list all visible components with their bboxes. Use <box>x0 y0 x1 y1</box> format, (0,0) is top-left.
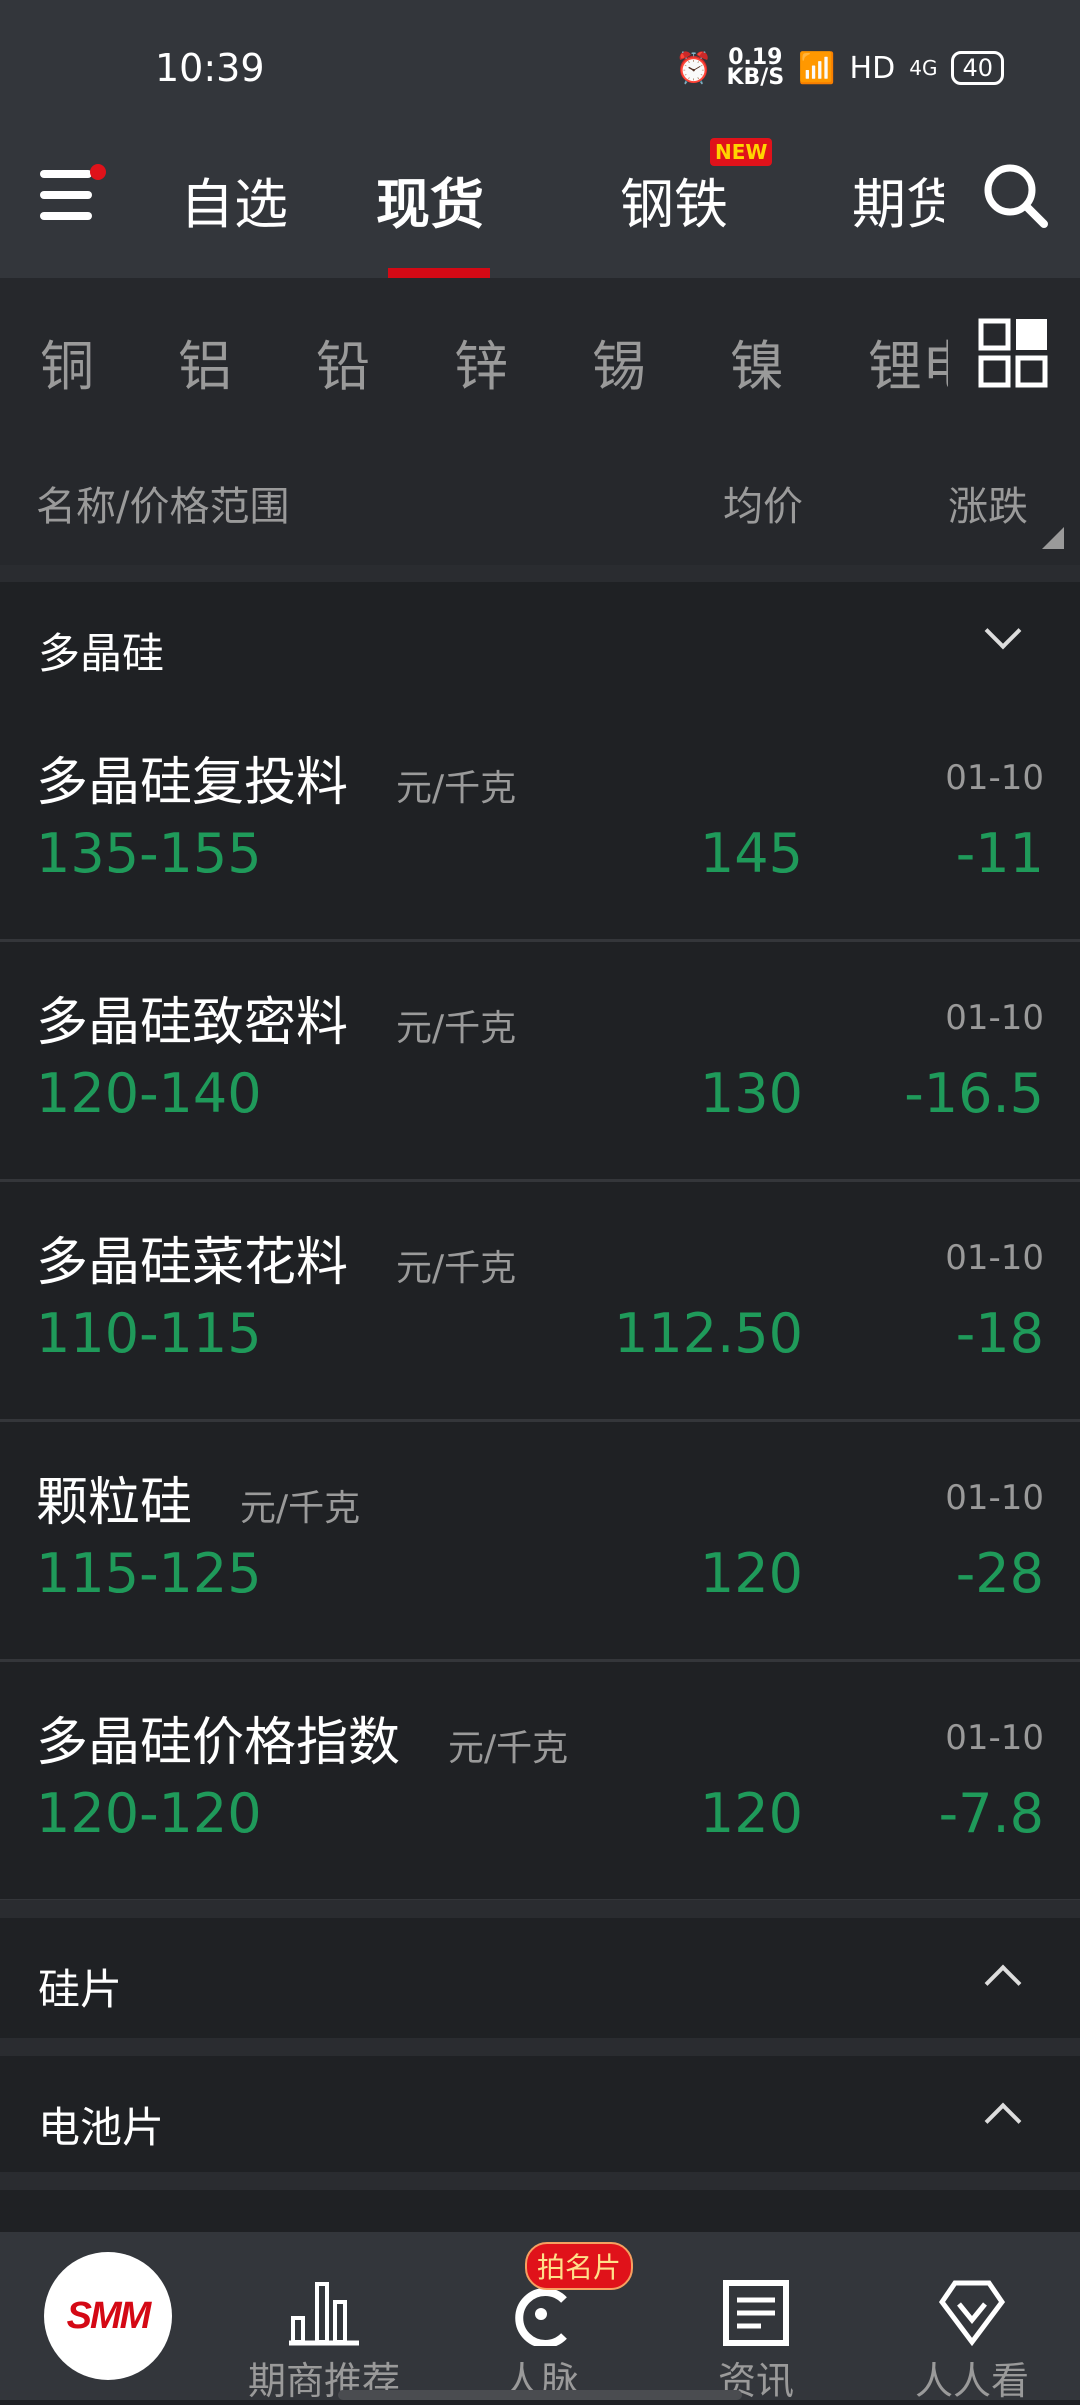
unit: 元/千克 <box>240 1488 361 1529</box>
product-name: 多晶硅复投料 <box>36 753 349 813</box>
net-speed-unit: KB/S <box>726 65 785 90</box>
avg-price: 145 <box>699 822 803 885</box>
product-name: 多晶硅菜花料 <box>36 1233 349 1293</box>
chevron-up-icon <box>984 1964 1022 2002</box>
subtab-lead[interactable]: 铅 <box>316 335 370 398</box>
price-row[interactable]: 多晶硅菜花料 元/千克 01-10 110-115 112.50 -18 <box>0 1182 1080 1422</box>
net-speed: 0.19 <box>728 45 783 70</box>
date: 01-10 <box>945 1718 1044 1758</box>
alarm-icon: ⏰ <box>675 50 713 86</box>
tab-steel[interactable]: 钢铁 <box>620 173 728 236</box>
smm-logo[interactable]: SMM <box>44 2252 172 2380</box>
subtab-copper[interactable]: 铜 <box>40 335 94 398</box>
subtab-nickel[interactable]: 镍 <box>730 335 784 398</box>
group-header-cell[interactable]: 电池片 <box>0 2056 1080 2172</box>
group-header-wafer[interactable]: 硅片 <box>0 1918 1080 2038</box>
tab-spot[interactable]: 现货 <box>376 173 484 236</box>
divider <box>0 1900 1080 1918</box>
clock: 10:39 <box>155 46 265 90</box>
sort-icon[interactable] <box>1042 527 1064 549</box>
tab-futures[interactable]: 期货 <box>852 173 944 236</box>
price-range: 115-125 <box>36 1542 262 1605</box>
avg-price: 112.50 <box>614 1302 803 1365</box>
diamond-icon <box>939 2280 1005 2346</box>
bar-chart-icon <box>289 2282 359 2346</box>
tab-watchlist[interactable]: 自选 <box>180 173 288 236</box>
date: 01-10 <box>945 1478 1044 1518</box>
product-name: 多晶硅价格指数 <box>36 1713 401 1773</box>
top-nav: 自选 现货 钢铁 NEW 期货 <box>0 120 1080 278</box>
group-title: 电池片 <box>38 2103 165 2152</box>
subtab-lithium[interactable]: 锂电 <box>868 335 948 398</box>
nav-everyone-watch[interactable]: 人人看 <box>872 2232 1072 2405</box>
price-row[interactable]: 颗粒硅 元/千克 01-10 115-125 120 -28 <box>0 1422 1080 1662</box>
subtab-zinc[interactable]: 锌 <box>454 335 508 398</box>
product-name: 颗粒硅 <box>36 1473 193 1533</box>
price-change: -28 <box>955 1542 1044 1605</box>
price-change: -16.5 <box>904 1062 1044 1125</box>
price-range: 120-140 <box>36 1062 262 1125</box>
group-title: 硅片 <box>38 1965 123 2014</box>
group-title: 多晶硅 <box>38 629 165 678</box>
chevron-up-icon <box>984 2102 1022 2140</box>
category-tabs: 铜 铝 铅 锌 锡 镍 锂电 <box>0 278 1080 430</box>
price-row[interactable]: 多晶硅价格指数 元/千克 01-10 120-120 120 -7.8 <box>0 1662 1080 1902</box>
signal-icon: 4G <box>909 56 938 80</box>
nav-futures-recommend[interactable]: 期商推荐 <box>224 2232 424 2405</box>
active-tab-indicator <box>388 268 490 278</box>
unit: 元/千克 <box>396 1248 517 1289</box>
chevron-down-icon <box>984 612 1022 650</box>
date: 01-10 <box>945 998 1044 1038</box>
avg-price: 120 <box>699 1782 803 1845</box>
group-header-polysilicon[interactable]: 多晶硅 <box>0 582 1080 702</box>
grid-icon[interactable] <box>978 318 1048 388</box>
price-range: 135-155 <box>36 822 262 885</box>
subtab-tin[interactable]: 锡 <box>592 335 646 398</box>
date: 01-10 <box>945 1238 1044 1278</box>
price-change: -18 <box>955 1302 1044 1365</box>
price-row[interactable]: 多晶硅致密料 元/千克 01-10 120-140 130 -16.5 <box>0 942 1080 1182</box>
menu-icon[interactable] <box>40 164 106 224</box>
bottom-nav: SMM 期商推荐 人脉 拍名片 资讯 人人看 <box>0 2232 1080 2403</box>
column-header: 名称/价格范围 均价 涨跌 <box>0 430 1080 565</box>
unit: 元/千克 <box>396 1008 517 1049</box>
divider <box>0 2172 1080 2190</box>
card-badge: 拍名片 <box>525 2242 634 2290</box>
contacts-icon <box>515 2288 567 2346</box>
home-indicator[interactable] <box>338 2390 742 2400</box>
avg-price: 120 <box>699 1542 803 1605</box>
date: 01-10 <box>945 758 1044 798</box>
subtab-aluminum[interactable]: 铝 <box>178 335 232 398</box>
battery-icon: 40 <box>951 51 1004 85</box>
wifi-icon: 📶 <box>798 50 836 86</box>
price-row[interactable]: 多晶硅复投料 元/千克 01-10 135-155 145 -11 <box>0 702 1080 942</box>
price-range: 110-115 <box>36 1302 262 1365</box>
divider <box>0 565 1080 583</box>
news-icon <box>723 2280 789 2346</box>
price-change: -7.8 <box>938 1782 1044 1845</box>
product-name: 多晶硅致密料 <box>36 993 349 1053</box>
price-change: -11 <box>955 822 1044 885</box>
divider <box>0 2038 1080 2056</box>
col-name: 名称/价格范围 <box>36 484 290 530</box>
new-badge: NEW <box>710 138 773 166</box>
nav-label: 人人看 <box>914 2359 1029 2403</box>
price-range: 120-120 <box>36 1782 262 1845</box>
col-avg[interactable]: 均价 <box>723 484 803 530</box>
search-icon[interactable] <box>980 160 1050 230</box>
nav-news[interactable]: 资讯 <box>656 2232 856 2405</box>
unit: 元/千克 <box>396 768 517 809</box>
notification-dot <box>90 164 106 180</box>
hd-label: HD <box>849 50 896 86</box>
col-change[interactable]: 涨跌 <box>948 484 1028 530</box>
unit: 元/千克 <box>448 1728 569 1769</box>
status-bar: 10:39 ⏰ 0.19 KB/S 📶 HD 4G 40 <box>0 0 1080 120</box>
avg-price: 130 <box>699 1062 803 1125</box>
